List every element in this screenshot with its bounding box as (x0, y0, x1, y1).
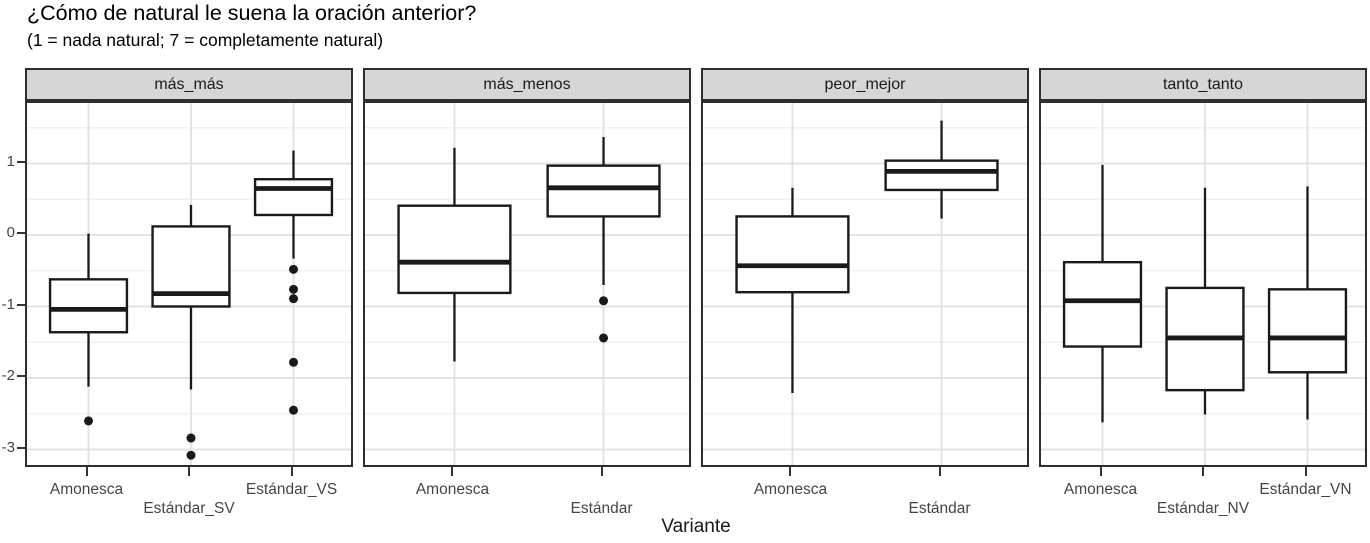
boxplot-svg (27, 103, 351, 465)
facet-strip: más_más (25, 68, 353, 101)
y-tick (17, 303, 25, 306)
outlier-point (599, 296, 609, 306)
boxplot-box (1267, 288, 1348, 374)
boxplot-box (1062, 260, 1143, 348)
y-tick (17, 375, 25, 377)
boxplot-box (397, 204, 512, 295)
y-tick (17, 232, 25, 234)
y-tick-label: -2 (1, 367, 15, 384)
y-tick (17, 446, 25, 449)
x-axis-title: Variante (661, 516, 731, 537)
x-tick (789, 467, 792, 476)
plot-area (1039, 101, 1367, 467)
x-tick (1099, 467, 1102, 476)
facet-strip: peor_mejor (701, 68, 1029, 101)
x-tick-label: Estándar_SV (143, 500, 235, 517)
boxplot-svg (1041, 103, 1365, 465)
plot-area (701, 101, 1029, 467)
facet-panel-mas-mas: más_más Amonesca Estándar_SV Estándar_VS (25, 0, 353, 543)
y-tick (17, 160, 25, 163)
x-tick (290, 467, 293, 476)
x-tick-label: Estándar (908, 500, 971, 517)
x-tick (600, 467, 603, 476)
facet-strip: más_menos (363, 68, 691, 101)
boxplot-box (884, 159, 999, 192)
chart-subtitle: (1 = nada natural; 7 = completamente nat… (27, 30, 384, 50)
facet-panel-tanto-tanto: tanto_tanto Amonesca Estándar_NV Estándar_… (1039, 0, 1367, 543)
x-tick-label: Estándar_VN (1259, 481, 1352, 498)
x-tick-label: Amonesca (415, 481, 490, 498)
x-tick-label: Estándar (570, 500, 633, 517)
y-tick-label: 0 (6, 224, 15, 241)
outlier-point (289, 264, 298, 274)
x-tick (188, 467, 190, 476)
x-tick-label: Estándar_VS (245, 481, 338, 498)
outlier-point (289, 357, 298, 367)
boxplot-box (253, 178, 334, 217)
facet-strip: tanto_tanto (1039, 68, 1367, 101)
boxplot-svg (365, 103, 689, 465)
boxplot-box (546, 164, 661, 218)
chart-title: ¿Cómo de natural le suena la oración ant… (27, 1, 477, 25)
outlier-point (84, 416, 93, 426)
outlier-point (599, 333, 609, 343)
outlier-point (289, 284, 298, 294)
boxplot-box (48, 278, 129, 334)
outlier-point (186, 450, 196, 460)
x-tick-label: Amonesca (49, 481, 124, 498)
facet-strip-label: más_más (154, 75, 224, 93)
outlier-point (186, 433, 196, 443)
outlier-point (289, 294, 298, 304)
x-tick (1202, 467, 1204, 476)
x-tick (938, 467, 941, 476)
facet-strip-label: peor_mejor (824, 75, 906, 93)
y-tick-label: -1 (1, 295, 15, 313)
facet-panel-mas-menos: más_menos Amonesca Estándar (363, 0, 691, 543)
x-tick-label: Estándar_NV (1156, 500, 1250, 517)
x-tick (451, 467, 454, 476)
x-tick (1304, 467, 1307, 476)
boxplot-svg (703, 103, 1027, 465)
facet-strip-label: tanto_tanto (1162, 75, 1244, 93)
outlier-point (289, 405, 298, 415)
y-tick-label: 1 (6, 152, 15, 170)
x-tick-label: Amonesca (1063, 481, 1138, 498)
facet-panel-peor-mejor: peor_mejor Amonesca Estándar (701, 0, 1029, 543)
facet-strip-label: más_menos (483, 75, 571, 93)
x-tick-label: Amonesca (753, 481, 828, 498)
x-tick (85, 467, 88, 476)
boxplot-box (735, 215, 850, 294)
plot-area (25, 101, 353, 467)
plot-area (363, 101, 691, 467)
y-tick-label: -3 (1, 438, 15, 456)
